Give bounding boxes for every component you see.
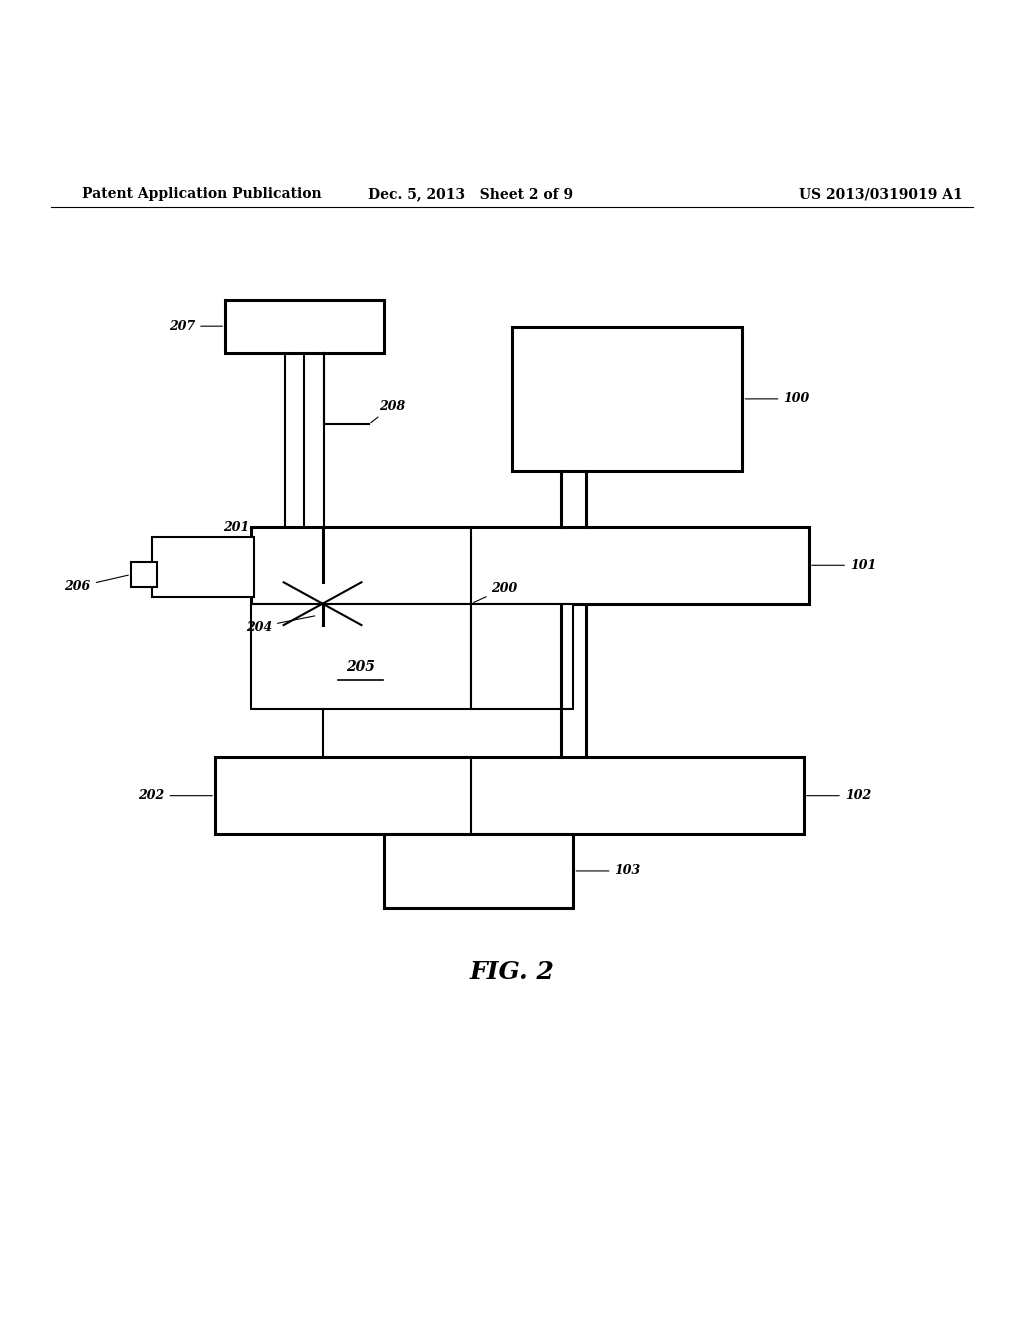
Bar xyxy=(225,300,384,352)
Text: FIG. 2: FIG. 2 xyxy=(470,961,554,985)
Text: 206: 206 xyxy=(65,576,128,593)
Text: 200: 200 xyxy=(473,582,518,602)
Text: 208: 208 xyxy=(371,400,406,422)
Text: 201: 201 xyxy=(222,521,249,535)
Text: 205: 205 xyxy=(346,660,376,673)
Bar xyxy=(512,327,742,470)
Text: Patent Application Publication: Patent Application Publication xyxy=(82,187,322,201)
Bar xyxy=(471,603,573,709)
Bar xyxy=(384,834,573,908)
Text: 207: 207 xyxy=(169,319,222,333)
Bar xyxy=(152,537,254,597)
Text: 100: 100 xyxy=(745,392,810,405)
Bar xyxy=(131,562,157,587)
Bar xyxy=(215,758,804,834)
Text: Dec. 5, 2013   Sheet 2 of 9: Dec. 5, 2013 Sheet 2 of 9 xyxy=(369,187,573,201)
Text: 202: 202 xyxy=(138,789,212,803)
Text: 103: 103 xyxy=(577,865,641,878)
Text: 204: 204 xyxy=(246,616,314,634)
Text: 101: 101 xyxy=(812,558,877,572)
Text: US 2013/0319019 A1: US 2013/0319019 A1 xyxy=(799,187,963,201)
Text: 102: 102 xyxy=(807,789,871,803)
Bar xyxy=(251,527,809,603)
Bar xyxy=(251,603,471,709)
